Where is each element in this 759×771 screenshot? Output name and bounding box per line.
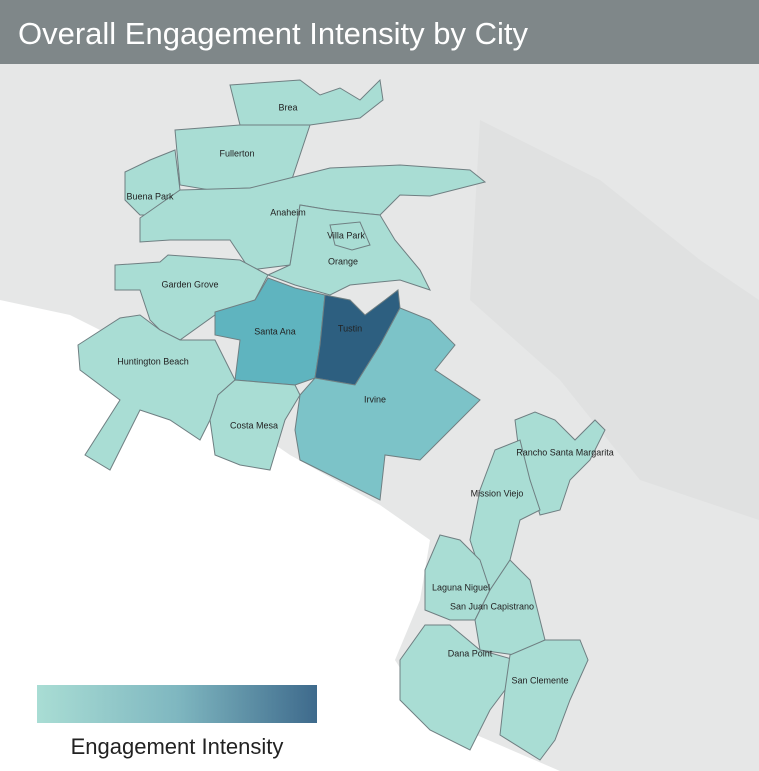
city-label: Dana Point: [448, 648, 493, 658]
city-label: Costa Mesa: [230, 420, 278, 430]
city-label: Brea: [278, 102, 297, 112]
city-label: Villa Park: [327, 230, 365, 240]
city-label: Tustin: [338, 323, 362, 333]
city-label: Mission Viejo: [471, 488, 524, 498]
legend-label: Engagement Intensity: [71, 734, 284, 759]
title: Overall Engagement Intensity by City: [18, 16, 529, 51]
city-label: San Juan Capistrano: [450, 601, 534, 611]
city-label: Huntington Beach: [117, 356, 189, 366]
region: [294, 307, 481, 501]
header-bar: [0, 0, 759, 64]
city-label: Garden Grove: [161, 279, 218, 289]
city-label: Laguna Niguel: [432, 582, 490, 592]
city-label: Orange: [328, 256, 358, 266]
city-label: San Clemente: [511, 675, 568, 685]
city-label: Irvine: [364, 394, 386, 404]
city-label: Santa Ana: [254, 326, 296, 336]
city-label: Fullerton: [219, 148, 254, 158]
ocean: [0, 300, 560, 771]
region: [474, 559, 546, 656]
region: [209, 379, 301, 471]
region: [229, 78, 384, 126]
land-shade: [470, 120, 759, 520]
region: [329, 221, 371, 251]
city-label: Buena Park: [126, 191, 174, 201]
region: [139, 164, 487, 271]
city-label: Rancho Santa Margarita: [516, 447, 614, 457]
region: [499, 639, 589, 761]
city-label: Anaheim: [270, 207, 306, 217]
legend-gradient: [37, 685, 317, 723]
